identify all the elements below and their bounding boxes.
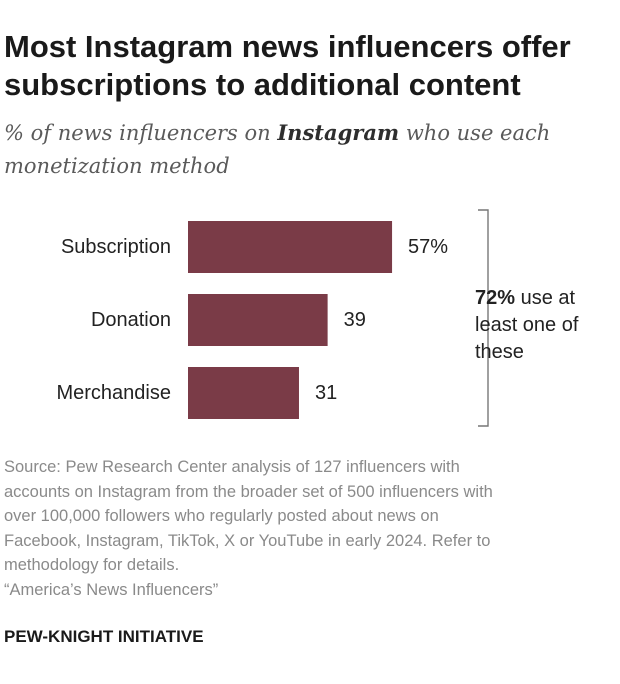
bar-donation xyxy=(188,294,328,346)
value-label-donation: 39 xyxy=(344,309,366,331)
chart-subtitle: % of news influencers on Instagram who u… xyxy=(4,116,604,183)
bar-chart: Subscription 57% Donation 39 Merchandise 31 72… xyxy=(56,209,579,427)
chart-title: Most Instagram news influencers offer su… xyxy=(4,28,616,104)
annotation-line-3: these xyxy=(475,341,524,363)
subtitle-prefix: % of news influencers on xyxy=(4,121,278,145)
note-line-5: methodology for details. xyxy=(4,556,180,574)
note-line-3: over 100,000 followers who regularly pos… xyxy=(4,507,439,525)
annotation-line-1: 72% use at xyxy=(475,287,576,309)
title-line-1: Most Instagram news influencers offer xyxy=(4,29,571,64)
brand-label: PEW-KNIGHT INITIATIVE xyxy=(4,627,204,646)
category-label-subscription: Subscription xyxy=(61,236,171,258)
note-line-1: Source: Pew Research Center analysis of … xyxy=(4,458,460,476)
annotation-bracket xyxy=(478,209,489,427)
subtitle-suffix: who use each xyxy=(399,121,551,145)
subtitle-emphasis: Instagram xyxy=(277,120,400,145)
bar-merchandise xyxy=(188,367,299,419)
note-line-6: “America’s News Influencers” xyxy=(4,580,219,599)
title-line-2: subscriptions to additional content xyxy=(4,67,521,102)
value-label-subscription: 57% xyxy=(408,236,448,258)
category-label-donation: Donation xyxy=(91,309,171,331)
annotation-line-2: least one of xyxy=(475,314,579,336)
note-line-4: Facebook, Instagram, TikTok, X or YouTub… xyxy=(4,531,491,550)
source-note: Source: Pew Research Center analysis of … xyxy=(4,455,616,602)
category-label-merchandise: Merchandise xyxy=(56,382,171,404)
bar-subscription xyxy=(188,221,393,273)
subtitle-line-1: % of news influencers on Instagram who u… xyxy=(4,116,604,150)
note-line-2: accounts on Instagram from the broader s… xyxy=(4,482,493,501)
annotation-text-1: use at xyxy=(515,287,575,309)
annotation-value: 72% xyxy=(475,287,515,309)
value-label-merchandise: 31 xyxy=(315,382,337,404)
subtitle-line-2: monetization method xyxy=(4,154,230,178)
